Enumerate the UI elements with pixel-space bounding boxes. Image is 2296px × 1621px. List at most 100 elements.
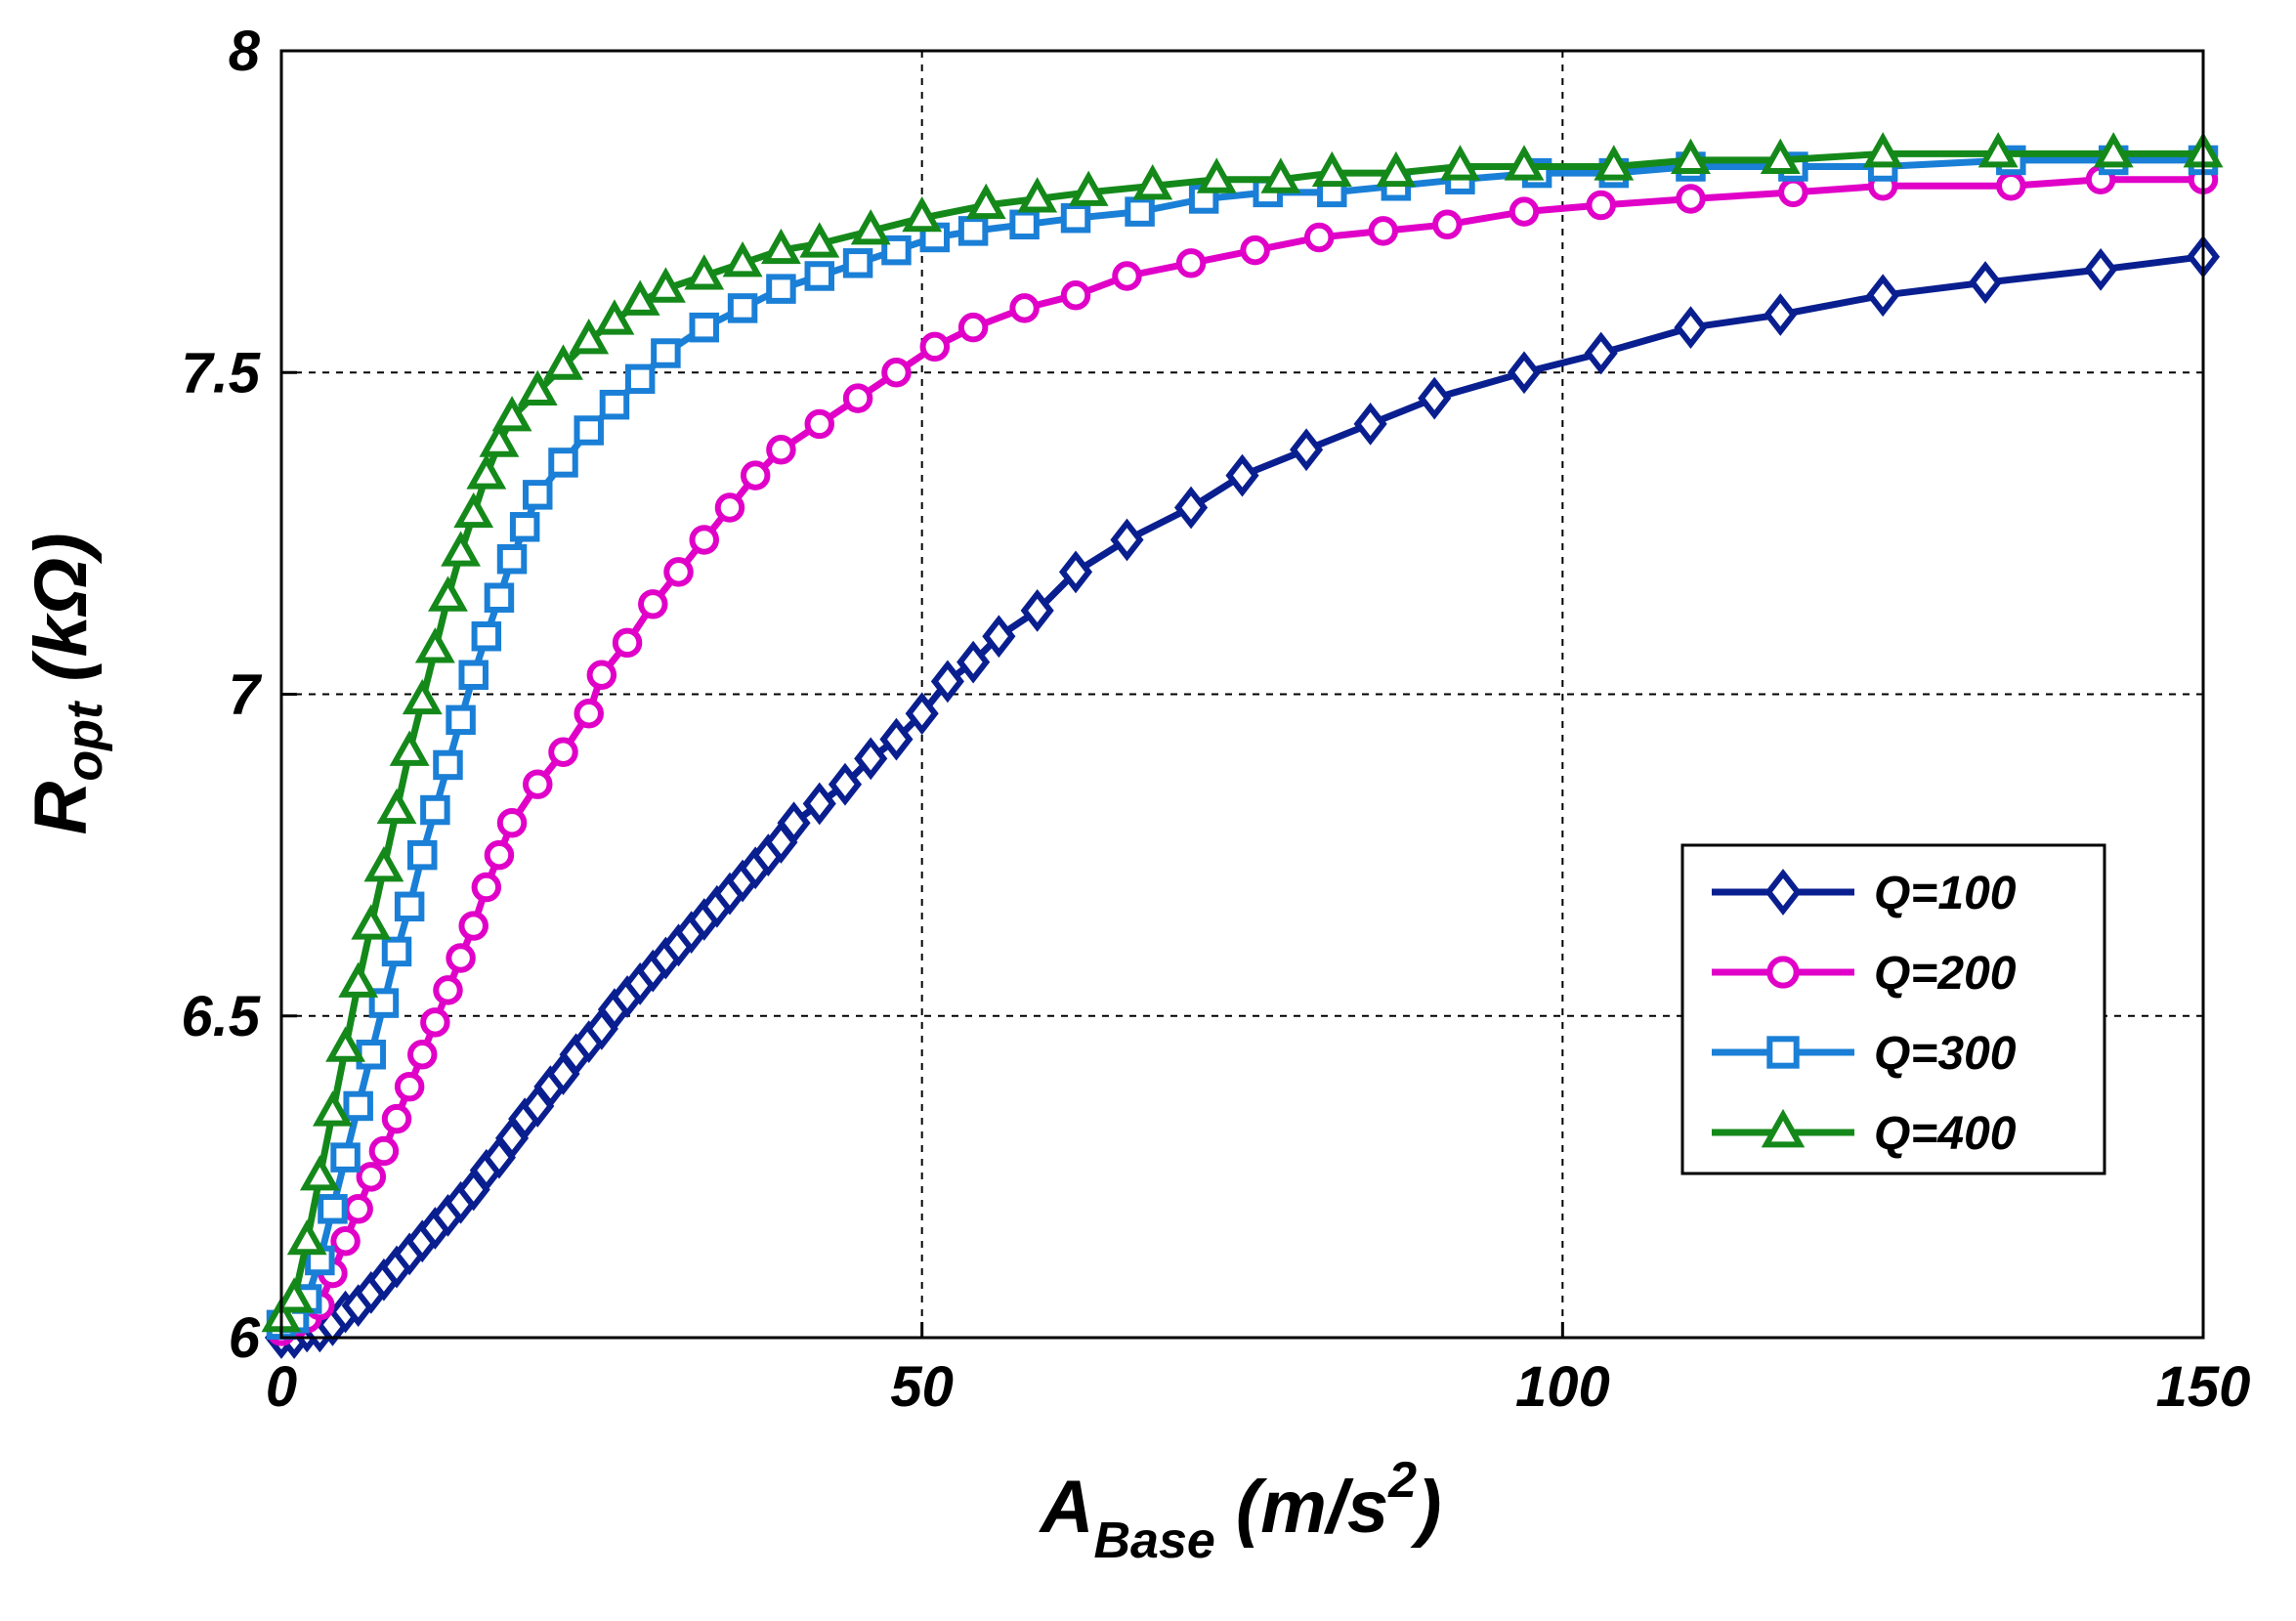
data-point-marker [1671,138,1711,174]
data-point-marker [645,267,686,303]
x-tick-label: 100 [1515,1355,1610,1419]
data-point-marker [394,1071,425,1102]
y-tick-label: 6 [229,1306,261,1370]
data-point-marker [1017,177,1058,213]
data-point-marker [2084,248,2118,291]
data-point-marker [850,209,891,245]
data-point-marker [957,312,989,343]
data-point-marker [1586,190,1616,221]
data-point-marker [484,582,515,613]
data-point-marker [368,1135,400,1167]
data-point-marker [689,312,719,343]
data-point-marker [351,904,392,940]
data-point-marker [1778,177,1808,208]
data-point-marker [2093,132,2134,168]
legend: Q=100 Q=200 Q=300 Q=400 [1680,843,2106,1175]
data-point-marker [543,344,583,380]
data-point-marker [318,1194,348,1224]
data-point-marker [1196,157,1237,193]
data-point-marker [777,801,811,845]
y-axis-label-main: R [20,782,103,835]
data-point-marker [1368,216,1398,246]
data-point-marker [491,396,532,432]
data-point-marker [1509,196,1540,227]
data-point-marker [1996,171,2026,201]
legend-label: Q=100 [1874,868,2017,919]
x-tick-label: 50 [890,1355,954,1419]
data-point-marker [1110,518,1144,562]
data-point-marker [1225,453,1259,497]
data-point-marker [1439,145,1480,181]
data-point-marker [804,408,835,440]
data-point-marker [722,241,763,277]
data-point-marker [1112,261,1142,291]
data-point-marker [569,319,610,355]
data-point-marker [402,678,443,715]
x-axis-label-main: A [1039,1466,1094,1549]
data-point-marker [471,872,502,903]
data-point-marker [854,737,888,781]
data-point-marker [286,1218,327,1256]
data-point-marker [1764,293,1798,336]
data-point-marker [356,1040,387,1070]
y-axis-label-sub: opt [57,700,113,782]
data-point-marker [330,1225,361,1257]
data-point-marker [484,839,515,871]
data-point-marker [441,531,482,567]
data-point-marker [407,1040,438,1070]
data-point-marker [1175,248,1207,278]
data-point-marker [1862,132,1903,168]
data-point-marker [1353,403,1387,446]
data-point-marker [420,1007,450,1038]
data-point-marker [881,358,912,388]
data-point-marker [1418,376,1452,420]
data-point-marker [599,389,630,420]
legend-label: Q=200 [1874,948,2017,1000]
legend-item: Q=100 [1712,868,2017,919]
y-axis-label-rest: (kΩ) [20,533,103,702]
data-point-marker [299,1155,340,1191]
data-point-marker [1009,293,1040,323]
data-point-marker [714,492,745,523]
data-point-marker [760,228,801,265]
data-point-marker [1674,306,1708,350]
data-point-marker [1311,150,1352,188]
data-point-marker [965,183,1006,220]
data-point-marker [1020,589,1054,632]
data-point-marker [496,543,528,575]
data-point-marker [1760,138,1801,174]
x-tick-label: 150 [2156,1355,2251,1419]
data-point-marker [446,943,476,973]
series-layer [261,132,2224,1359]
data-point-marker [1060,279,1091,311]
data-point-marker [428,576,468,612]
data-point-marker [1060,202,1091,234]
data-point-marker [376,788,417,825]
data-point-marker [381,936,412,967]
data-point-marker [330,1142,361,1173]
legend-box [1680,843,2106,1175]
data-point-marker [433,749,463,781]
legend-item: Q=300 [1712,1028,2017,1080]
data-point-marker [619,279,660,316]
data-point-marker [363,846,404,882]
data-point-marker [574,415,604,446]
data-point-marker [624,363,656,395]
data-point-marker [548,448,578,478]
data-point-marker [509,512,540,542]
data-point-marker [407,839,438,871]
data-point-marker [381,1103,412,1134]
data-point-marker [414,627,455,663]
data-point-marker [684,254,725,290]
data-point-marker [471,620,502,652]
series-q-300 [266,145,2219,1341]
data-point-marker [1125,196,1155,227]
data-point-marker [523,769,553,799]
data-point-marker [479,421,520,457]
data-point-marker [1188,184,1219,214]
data-point-marker [458,911,489,941]
data-point-marker [325,1026,365,1062]
data-point-marker [930,660,964,704]
data-point-marker [1504,145,1545,181]
data-point-marker [1594,145,1635,181]
